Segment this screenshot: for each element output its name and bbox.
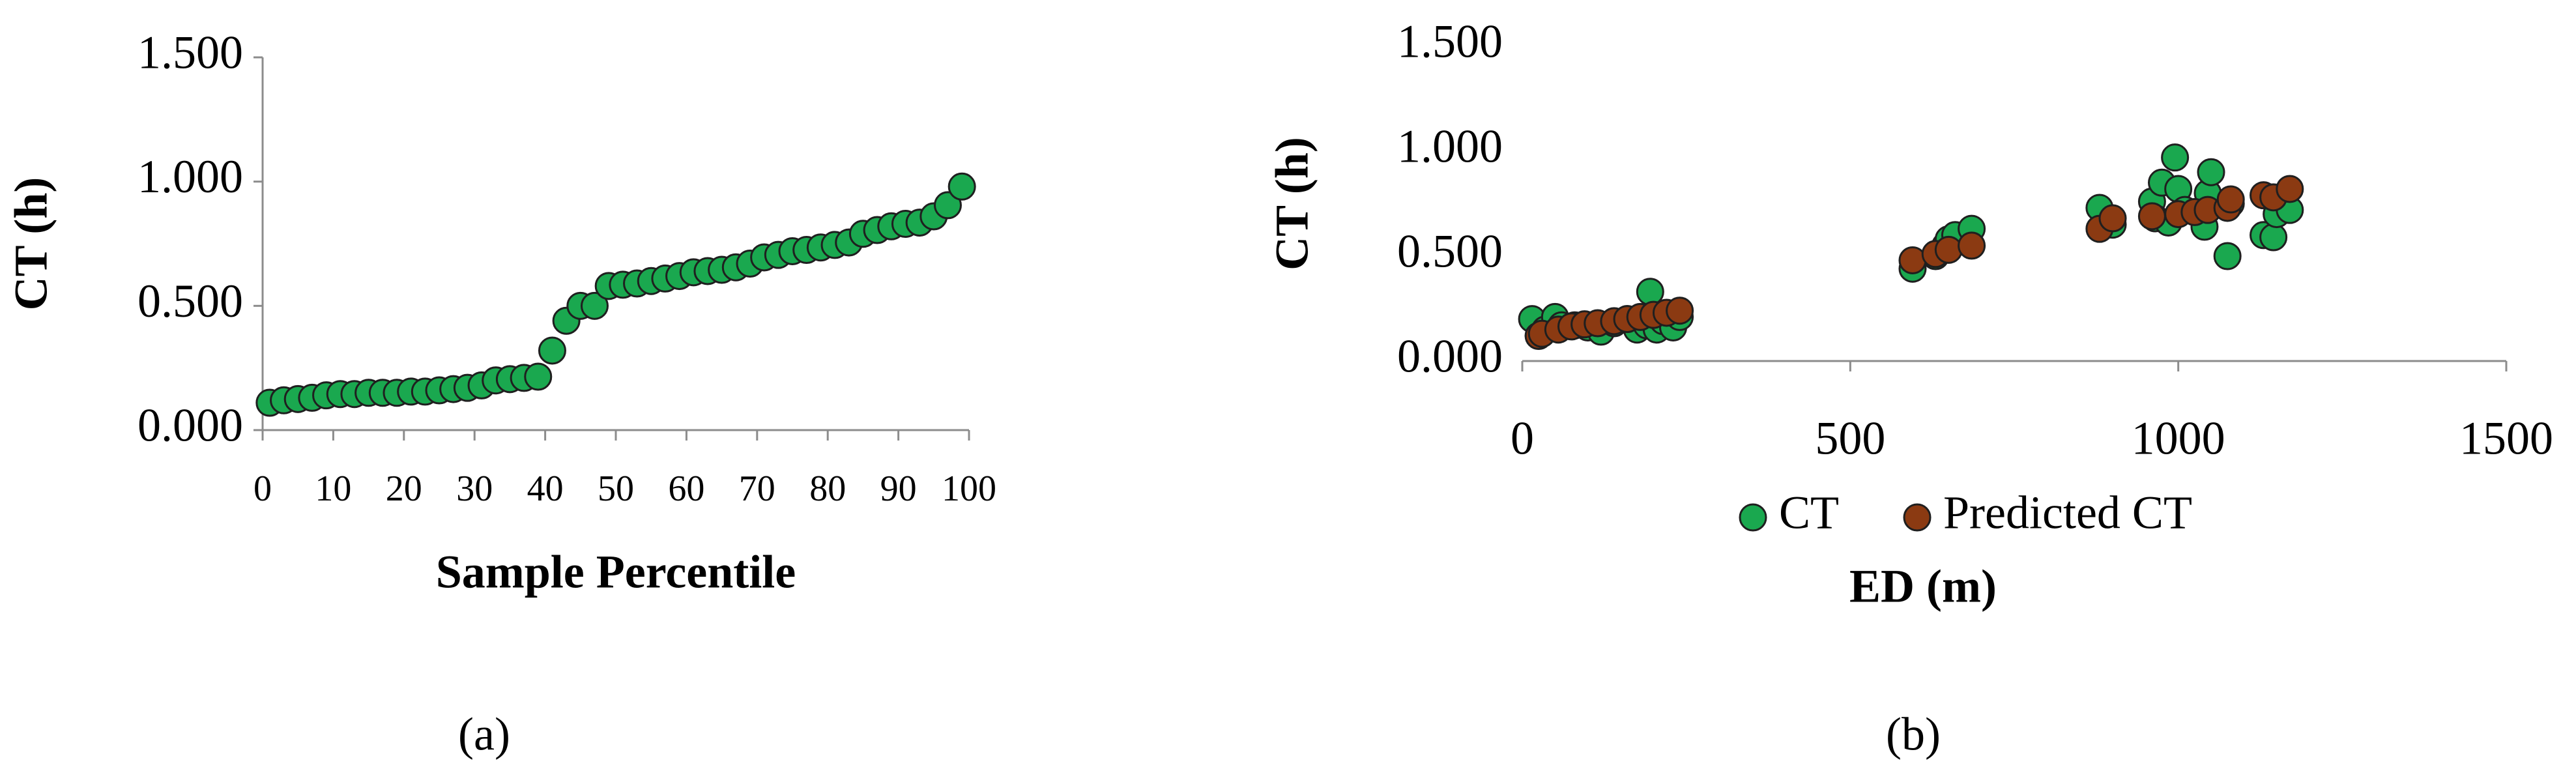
x-tick-label: 10 bbox=[315, 469, 351, 509]
point bbox=[538, 336, 566, 365]
x-tick-label: 0 bbox=[1511, 413, 1534, 465]
point bbox=[933, 191, 962, 220]
x-tick-label: 80 bbox=[809, 469, 846, 509]
point bbox=[948, 172, 976, 201]
x-tick-label: 40 bbox=[527, 469, 564, 509]
point bbox=[2213, 242, 2242, 270]
x-tick-label: 50 bbox=[598, 469, 634, 509]
point bbox=[1934, 235, 1963, 264]
legend-label: Predicted CT bbox=[1943, 487, 2192, 539]
x-tick-label: 20 bbox=[386, 469, 422, 509]
y-axis-title: CT (h) bbox=[5, 177, 57, 311]
x-tick-label: 30 bbox=[456, 469, 493, 509]
y-tick-label: 1.000 bbox=[137, 151, 243, 203]
caption: (b) bbox=[1886, 708, 1941, 760]
y-tick-label: 1.000 bbox=[1397, 121, 1503, 173]
point bbox=[1666, 297, 1694, 325]
y-axis-title: CT (h) bbox=[1266, 137, 1318, 270]
point bbox=[2161, 143, 2190, 172]
legend-marker bbox=[1903, 503, 1932, 532]
point bbox=[1958, 231, 1986, 260]
x-tick-label: 1000 bbox=[2132, 413, 2225, 465]
x-tick-label: 1500 bbox=[2459, 413, 2553, 465]
x-axis-title: ED (m) bbox=[1849, 560, 1997, 613]
legend-label: CT bbox=[1779, 487, 1839, 539]
y-tick-label: 0.000 bbox=[137, 399, 243, 452]
y-tick-label: 0.000 bbox=[1397, 330, 1503, 383]
point bbox=[2276, 175, 2304, 203]
y-tick-label: 1.500 bbox=[137, 27, 243, 79]
x-axis-title: Sample Percentile bbox=[436, 546, 796, 598]
x-tick-label: 70 bbox=[739, 469, 775, 509]
x-tick-label: 100 bbox=[942, 469, 996, 509]
x-tick-label: 500 bbox=[1815, 413, 1885, 465]
legend-marker bbox=[1739, 503, 1767, 532]
caption: (a) bbox=[458, 708, 510, 760]
x-tick-label: 0 bbox=[253, 469, 272, 509]
point bbox=[2098, 204, 2127, 233]
y-tick-label: 0.500 bbox=[1397, 225, 1503, 278]
point bbox=[524, 362, 553, 391]
point bbox=[580, 291, 609, 320]
point bbox=[2216, 185, 2245, 214]
point bbox=[1898, 246, 1927, 274]
x-tick-label: 90 bbox=[880, 469, 917, 509]
y-tick-label: 1.500 bbox=[1397, 16, 1503, 68]
point bbox=[2259, 223, 2288, 252]
point bbox=[2197, 158, 2225, 186]
x-tick-label: 60 bbox=[668, 469, 704, 509]
point bbox=[2137, 202, 2166, 231]
y-tick-label: 0.500 bbox=[137, 275, 243, 327]
